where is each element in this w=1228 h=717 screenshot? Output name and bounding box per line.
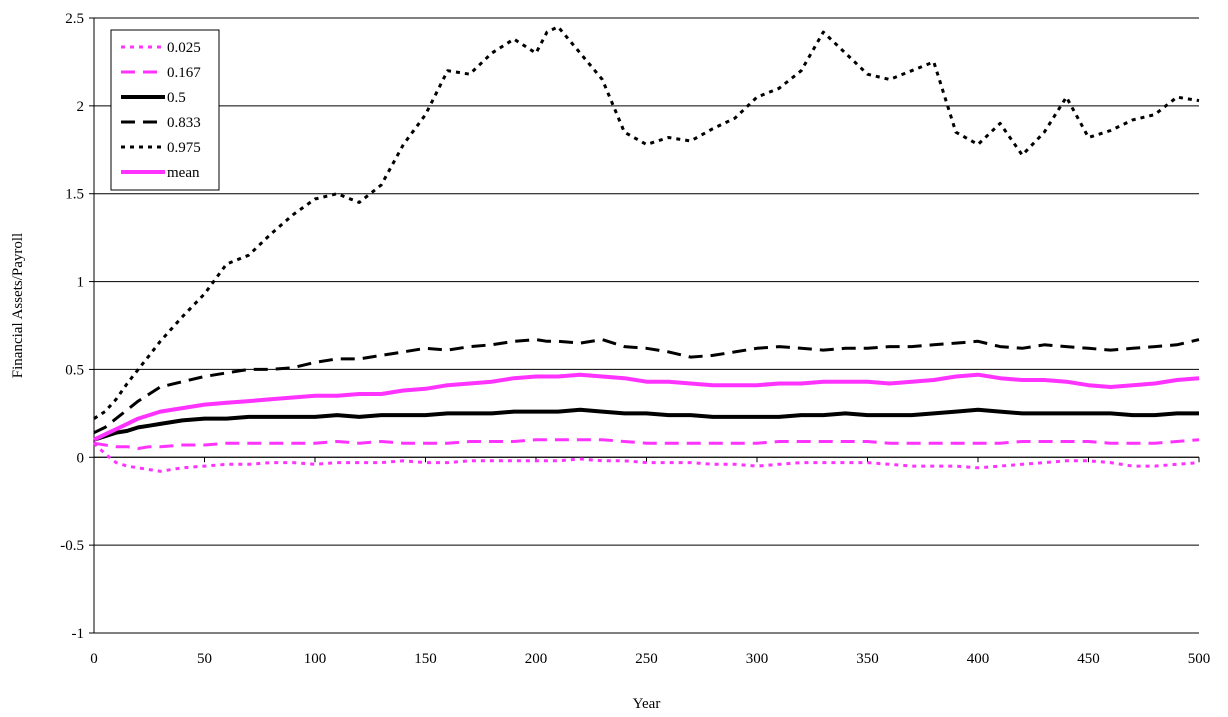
x-tick-label-3: 150 — [414, 651, 437, 667]
x-tick-label-4: 200 — [525, 651, 548, 667]
x-tick-label-10: 500 — [1188, 651, 1211, 667]
legend: 0.025 0.167 0.5 0.833 0.975 mean — [110, 29, 220, 191]
x-tick-label-8: 400 — [967, 651, 990, 667]
legend-label-0-167: 0.167 — [167, 65, 201, 81]
legend-label-0-833: 0.833 — [167, 115, 201, 131]
series-line-0-5 — [93, 407, 1199, 442]
axes — [89, 17, 1200, 634]
y-axis-title: Financial Assets/Payroll — [10, 233, 26, 378]
y-tick-label-4: 1 — [77, 275, 85, 291]
y-tick-label-3: 0.5 — [65, 362, 84, 378]
x-axis-title: Year — [633, 696, 661, 712]
legend-box — [110, 29, 220, 191]
x-tick-label-7: 350 — [856, 651, 879, 667]
x-tick-label-5: 250 — [635, 651, 658, 667]
legend-label-0-5: 0.5 — [167, 90, 186, 106]
series-line-0-833 — [93, 338, 1200, 435]
y-tick-label-1: -0.5 — [60, 538, 84, 554]
y-tick-label-2: 0 — [77, 450, 85, 466]
series-layer — [92, 25, 1200, 473]
x-tick-label-0: 0 — [90, 651, 98, 667]
y-tick-label-0: -1 — [72, 626, 85, 642]
y-tick-label-7: 2.5 — [65, 11, 84, 27]
legend-label-mean: mean — [167, 165, 200, 181]
legend-label-0-025: 0.025 — [167, 40, 201, 56]
series-line-mean — [93, 372, 1200, 442]
x-tick-label-1: 50 — [197, 651, 212, 667]
tick-labels: -1 -0.5 0 0.5 1 1.5 2 2.5 0 50 100 150 200 250 300 350 4… — [60, 11, 1210, 667]
legend-label-0-975: 0.975 — [167, 140, 201, 156]
gridlines — [94, 17, 1199, 634]
series-line-0-975 — [93, 25, 1200, 420]
x-tick-label-9: 450 — [1077, 651, 1100, 667]
y-tick-label-5: 1.5 — [65, 187, 84, 203]
series-line-0-167 — [93, 438, 1200, 450]
x-tick-label-6: 300 — [746, 651, 769, 667]
y-tick-label-6: 2 — [77, 99, 85, 115]
x-tick-label-2: 100 — [304, 651, 327, 667]
